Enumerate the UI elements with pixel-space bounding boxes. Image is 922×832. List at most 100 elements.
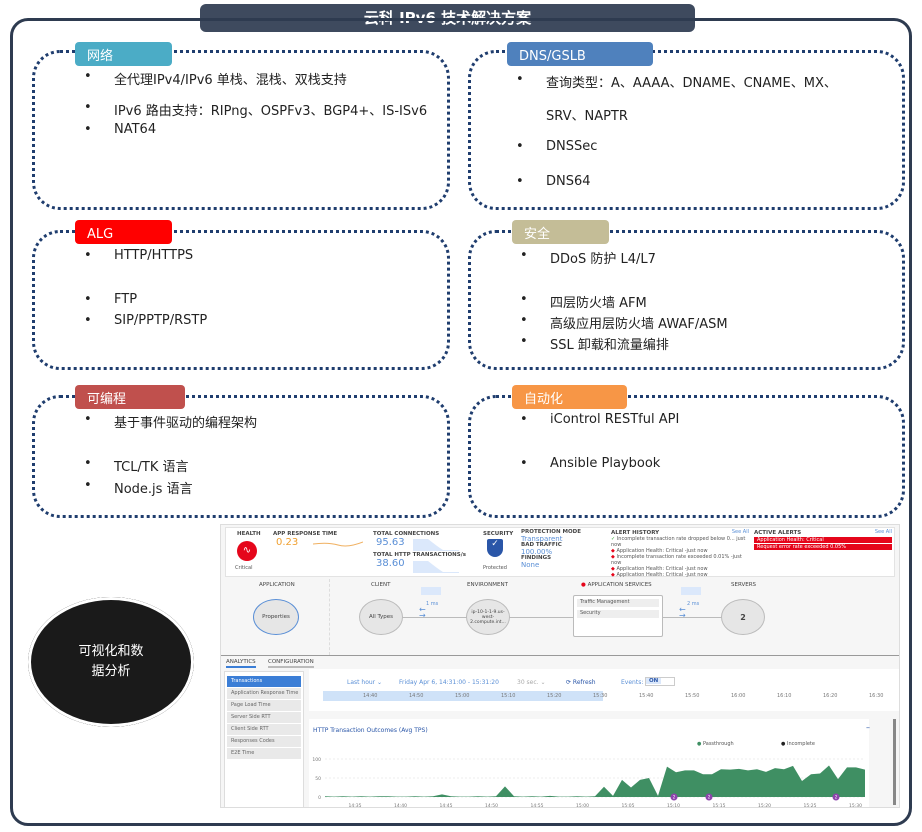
feature-text: SIP/PPTP/RSTP xyxy=(114,313,208,328)
section-tag: ALG xyxy=(75,220,172,244)
bullet-icon: • xyxy=(84,248,92,263)
slide-frame xyxy=(10,18,912,826)
feature-item: • Ansible Playbook xyxy=(520,456,660,471)
timeline-slider[interactable]: 14:40 14:50 15:00 15:10 15:20 15:30 15:40 15:50… xyxy=(323,691,883,701)
health-pulse-icon: ∿ xyxy=(237,541,257,561)
chart-title: HTTP Transaction Outcomes (Avg TPS) xyxy=(313,727,428,734)
date-range[interactable]: Friday Apr 6, 14:31:00 - 15:31:20 xyxy=(399,679,499,686)
alert-history-item[interactable]: ◆ Application Health: Critical -just now xyxy=(611,548,749,554)
feature-text: TCL/TK 语言 xyxy=(114,460,189,475)
tab-analytics[interactable]: ANALYTICS xyxy=(226,659,256,668)
legend-passthrough[interactable]: ● Passthrough xyxy=(697,741,734,747)
server-traffic-arrows-icon: ← → xyxy=(679,605,686,620)
y-tick-label: 0 xyxy=(318,795,321,801)
bullet-icon: • xyxy=(520,248,528,263)
y-tick-label: 100 xyxy=(312,757,321,763)
feature-item: • 基于事件驱动的编程架构 xyxy=(84,412,258,431)
section-tag: 自动化 xyxy=(512,385,627,409)
client-node[interactable]: All Types xyxy=(359,599,403,635)
analytics-menu-item[interactable]: Responses Codes xyxy=(227,736,301,747)
alert-history-item[interactable]: ◆ Incomplete transaction rate exceeded 0… xyxy=(611,554,749,566)
event-marker[interactable]: 2 xyxy=(670,793,678,801)
feature-item: • IPv6 路由支持：RIPng、OSPFv3、BGP4+、IS-ISv6 xyxy=(84,100,427,119)
art-value: 0.23 xyxy=(276,537,299,548)
alert-history-item[interactable]: ✓ Incomplete transaction rate dropped be… xyxy=(611,536,749,548)
section-tag: DNS/GSLB xyxy=(507,42,653,66)
legend-incomplete[interactable]: ● Incomplete xyxy=(781,741,815,747)
art-sparkline xyxy=(313,541,363,547)
security-service[interactable]: Security xyxy=(577,610,659,618)
analytics-menu-item[interactable]: Transactions xyxy=(227,676,301,687)
findings-value: None xyxy=(521,560,540,569)
alert-history-see-all[interactable]: See All xyxy=(731,529,749,535)
bullet-icon: • xyxy=(84,412,92,427)
alert-text: Application Health: Critical -just now xyxy=(616,548,708,554)
environment-heading: ENVIRONMENT xyxy=(467,582,508,588)
alert-history-item[interactable]: ◆ Application Health: Critical -just now xyxy=(611,572,749,578)
active-alerts-see-all[interactable]: See All xyxy=(874,529,892,535)
range-dropdown[interactable]: Last hour ⌄ xyxy=(347,679,383,686)
analytics-menu-item[interactable]: Server Side RTT xyxy=(227,712,301,723)
bullet-icon: • xyxy=(520,456,528,471)
timeline-tick: 14:50 xyxy=(409,693,424,699)
svg-text:2: 2 xyxy=(708,795,711,800)
servers-node[interactable]: 2 xyxy=(721,599,765,635)
feature-text: 全代理IPv4/IPv6 单栈、混栈、双栈支持 xyxy=(114,73,347,88)
feature-text: 基于事件驱动的编程架构 xyxy=(114,416,258,431)
alert-history-label: ALERT HISTORY xyxy=(611,530,660,536)
alert-history-item[interactable]: ◆ Application Health: Critical -just now xyxy=(611,566,749,572)
events-toggle[interactable]: ON xyxy=(645,677,675,686)
oval-text-2: 据分析 xyxy=(91,664,131,679)
events-state: ON xyxy=(646,678,662,684)
connections-sparkline xyxy=(413,539,459,573)
bullet-icon: • xyxy=(520,412,528,427)
feature-text: SRV、NAPTR xyxy=(546,109,628,124)
oval-text-1: 可视化和数 xyxy=(78,644,144,659)
feature-item: • 四层防火墙 AFM xyxy=(520,292,647,311)
feature-item: • FTP xyxy=(84,292,138,307)
bullet-icon: • xyxy=(84,478,92,493)
collapse-icon[interactable]: – xyxy=(866,723,870,732)
analytics-menu-item[interactable]: Page Load Time xyxy=(227,700,301,711)
x-tick-label: 15:15 xyxy=(713,803,726,808)
traffic-management-service[interactable]: Traffic Management xyxy=(577,599,659,607)
feature-text: FTP xyxy=(114,292,138,307)
environment-node[interactable]: ip-10-1-1-9.us-west-2.compute.int... xyxy=(466,599,510,635)
server-latency: 2 ms xyxy=(687,601,700,607)
tab-configuration[interactable]: CONFIGURATION xyxy=(268,659,314,668)
analytics-menu-item[interactable]: Application Response Time xyxy=(227,688,301,699)
active-alert[interactable]: Application Health: Critical xyxy=(754,537,892,543)
passthrough-area[interactable] xyxy=(325,765,865,797)
bullet-icon: • xyxy=(520,313,528,328)
properties-node[interactable]: Properties xyxy=(253,599,299,635)
f5-logo-icon: ● xyxy=(581,582,586,588)
timeline-tick: 16:00 xyxy=(731,693,746,699)
active-alert[interactable]: Request error rate exceeded 0.05% xyxy=(754,544,892,550)
alert-text: Application Health: Critical -just now xyxy=(616,572,708,578)
event-marker[interactable]: 2 xyxy=(832,793,840,801)
feature-text: NAT64 xyxy=(114,122,157,137)
x-tick-label: 15:20 xyxy=(758,803,771,808)
analytics-menu-item[interactable]: E2E Time xyxy=(227,748,301,759)
feature-box xyxy=(468,50,905,210)
x-tick-label: 15:10 xyxy=(667,803,680,808)
timeline-tick: 15:00 xyxy=(455,693,470,699)
health-status: Critical xyxy=(235,565,253,571)
svg-text:2: 2 xyxy=(835,795,838,800)
feature-item: SRV、NAPTR xyxy=(546,105,628,124)
interval-dropdown[interactable]: 30 sec. ⌄ xyxy=(517,679,546,686)
scrollbar[interactable] xyxy=(893,719,896,805)
feature-box xyxy=(32,395,450,518)
feature-item: • iControl RESTful API xyxy=(520,412,680,427)
refresh-button[interactable]: ⟳ Refresh xyxy=(566,679,596,686)
bullet-icon: • xyxy=(84,122,92,137)
legend-dot-icon: ● xyxy=(697,741,702,747)
check-icon: ✓ xyxy=(611,536,616,542)
feature-item: • Node.js 语言 xyxy=(84,478,193,497)
event-marker[interactable]: 2 xyxy=(705,793,713,801)
timeline-tick: 16:30 xyxy=(869,693,884,699)
app-services-label: APPLICATION SERVICES xyxy=(587,582,652,588)
analytics-menu-item[interactable]: Client Side RTT xyxy=(227,724,301,735)
section-tag: 网络 xyxy=(75,42,172,66)
feature-text: iControl RESTful API xyxy=(550,412,680,427)
